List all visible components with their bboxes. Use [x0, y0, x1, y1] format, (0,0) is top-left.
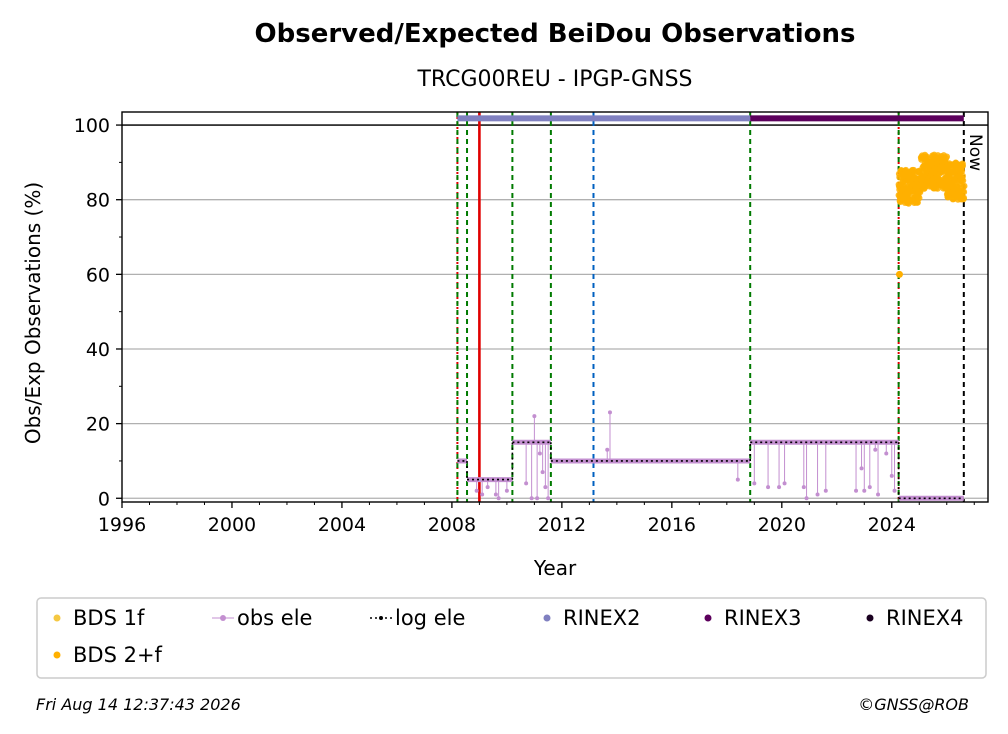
- legend-label-log-ele: log ele: [395, 606, 465, 630]
- rinex-bar-rinex2: [457, 115, 751, 122]
- x-tick-label: 2004: [318, 514, 366, 536]
- bds-2f-point: [958, 167, 966, 175]
- obs-ele-point: [859, 466, 864, 471]
- footer-timestamp: Fri Aug 14 12:37:43 2026: [36, 695, 241, 714]
- obs-ele-point: [480, 492, 485, 497]
- legend-label-obs-ele: obs ele: [237, 606, 312, 630]
- legend-marker-log-ele: [379, 616, 383, 620]
- y-tick-label: 100: [74, 115, 110, 137]
- bds-2f-point: [959, 172, 967, 180]
- obs-ele-point: [804, 496, 809, 501]
- chart-subtitle: TRCG00REU - IPGP-GNSS: [416, 67, 692, 92]
- bds-2f-point: [943, 153, 951, 161]
- bds-2f-point: [895, 270, 903, 278]
- obs-ele-point: [782, 481, 787, 486]
- x-tick-label: 1996: [98, 514, 146, 536]
- chart-title: Observed/Expected BeiDou Observations: [255, 19, 856, 49]
- obs-ele-point: [801, 485, 806, 490]
- legend-marker-rinex3: [704, 614, 712, 622]
- legend-marker-bds-2f: [53, 651, 61, 659]
- obs-ele-point: [862, 488, 867, 493]
- obs-ele-point: [892, 488, 897, 493]
- obs-ele-point: [537, 451, 542, 456]
- obs-ele-point: [889, 473, 894, 478]
- x-tick-label: 2020: [758, 514, 806, 536]
- legend-marker-rinex2: [543, 614, 551, 622]
- obs-ele-point: [815, 492, 820, 497]
- obs-ele-point: [474, 488, 479, 493]
- obs-ele-point: [524, 481, 529, 486]
- obs-ele-point: [546, 496, 551, 501]
- plot-area: 0 20 40 60 80 100 1996 2000 2004 2008 2012 2016 2020…: [74, 111, 989, 536]
- y-tick-label: 20: [86, 414, 110, 436]
- legend-label-rinex3: RINEX3: [724, 606, 802, 630]
- y-axis-label: Obs/Exp Observations (%): [21, 182, 45, 444]
- obs-ele-point: [777, 485, 782, 490]
- legend: BDS 1f obs ele log ele RINEX2 RINEX3 RINEX4 BD…: [36, 597, 987, 679]
- bds-2f-point: [960, 188, 968, 196]
- y-tick-label: 0: [98, 488, 110, 510]
- legend-label-bds-1f: BDS 1f: [73, 606, 145, 630]
- footer-credit: ©GNSS@ROB: [858, 695, 969, 714]
- obs-ele-point: [535, 496, 540, 501]
- legend-label-rinex4: RINEX4: [886, 606, 964, 630]
- rinex-bar-rinex3: [750, 115, 964, 122]
- bds-2f-point: [960, 182, 968, 190]
- obs-ele-point: [752, 481, 757, 486]
- legend-marker-rinex4: [866, 614, 874, 622]
- legend-label-rinex2: RINEX2: [563, 606, 641, 630]
- obs-ele-point: [867, 485, 872, 490]
- obs-ele-point: [504, 488, 509, 493]
- obs-ele-point: [823, 488, 828, 493]
- obs-ele-point: [532, 414, 537, 419]
- obs-ele-point: [854, 488, 859, 493]
- obs-ele-point: [884, 451, 889, 456]
- obs-ele-point: [543, 485, 548, 490]
- obs-ele-point: [540, 470, 545, 475]
- y-tick-label: 60: [86, 264, 110, 286]
- x-tick-label: 2012: [538, 514, 586, 536]
- obs-ele-point: [529, 496, 534, 501]
- x-axis-label: Year: [533, 556, 577, 580]
- now-label: Now: [965, 134, 985, 171]
- legend-frame: [36, 597, 987, 679]
- y-tick-label: 80: [86, 190, 110, 212]
- y-tick-label: 40: [86, 339, 110, 361]
- obs-ele-point: [873, 447, 878, 452]
- plot-frame: [121, 111, 989, 503]
- obs-ele-point: [735, 477, 740, 482]
- obs-ele-point: [607, 410, 612, 415]
- bds-2f-point: [915, 194, 923, 202]
- legend-marker-bds-1f: [53, 614, 61, 622]
- x-tick-label: 2016: [648, 514, 696, 536]
- obs-ele-point: [496, 496, 501, 501]
- bds-2f-point: [960, 194, 968, 202]
- bds-2f-point: [959, 177, 967, 184]
- x-tick-label: 2008: [428, 514, 476, 536]
- obs-ele-point: [766, 485, 771, 490]
- legend-marker-obs-ele: [220, 615, 226, 621]
- x-tick-label: 2000: [208, 514, 256, 536]
- obs-ele-point: [493, 492, 498, 497]
- obs-ele-point: [876, 492, 881, 497]
- obs-ele-point: [485, 485, 490, 490]
- x-tick-label: 2024: [868, 514, 916, 536]
- bds-2f-point: [959, 162, 967, 170]
- obs-ele-point: [605, 447, 610, 452]
- legend-label-bds-2f: BDS 2+f: [73, 643, 163, 667]
